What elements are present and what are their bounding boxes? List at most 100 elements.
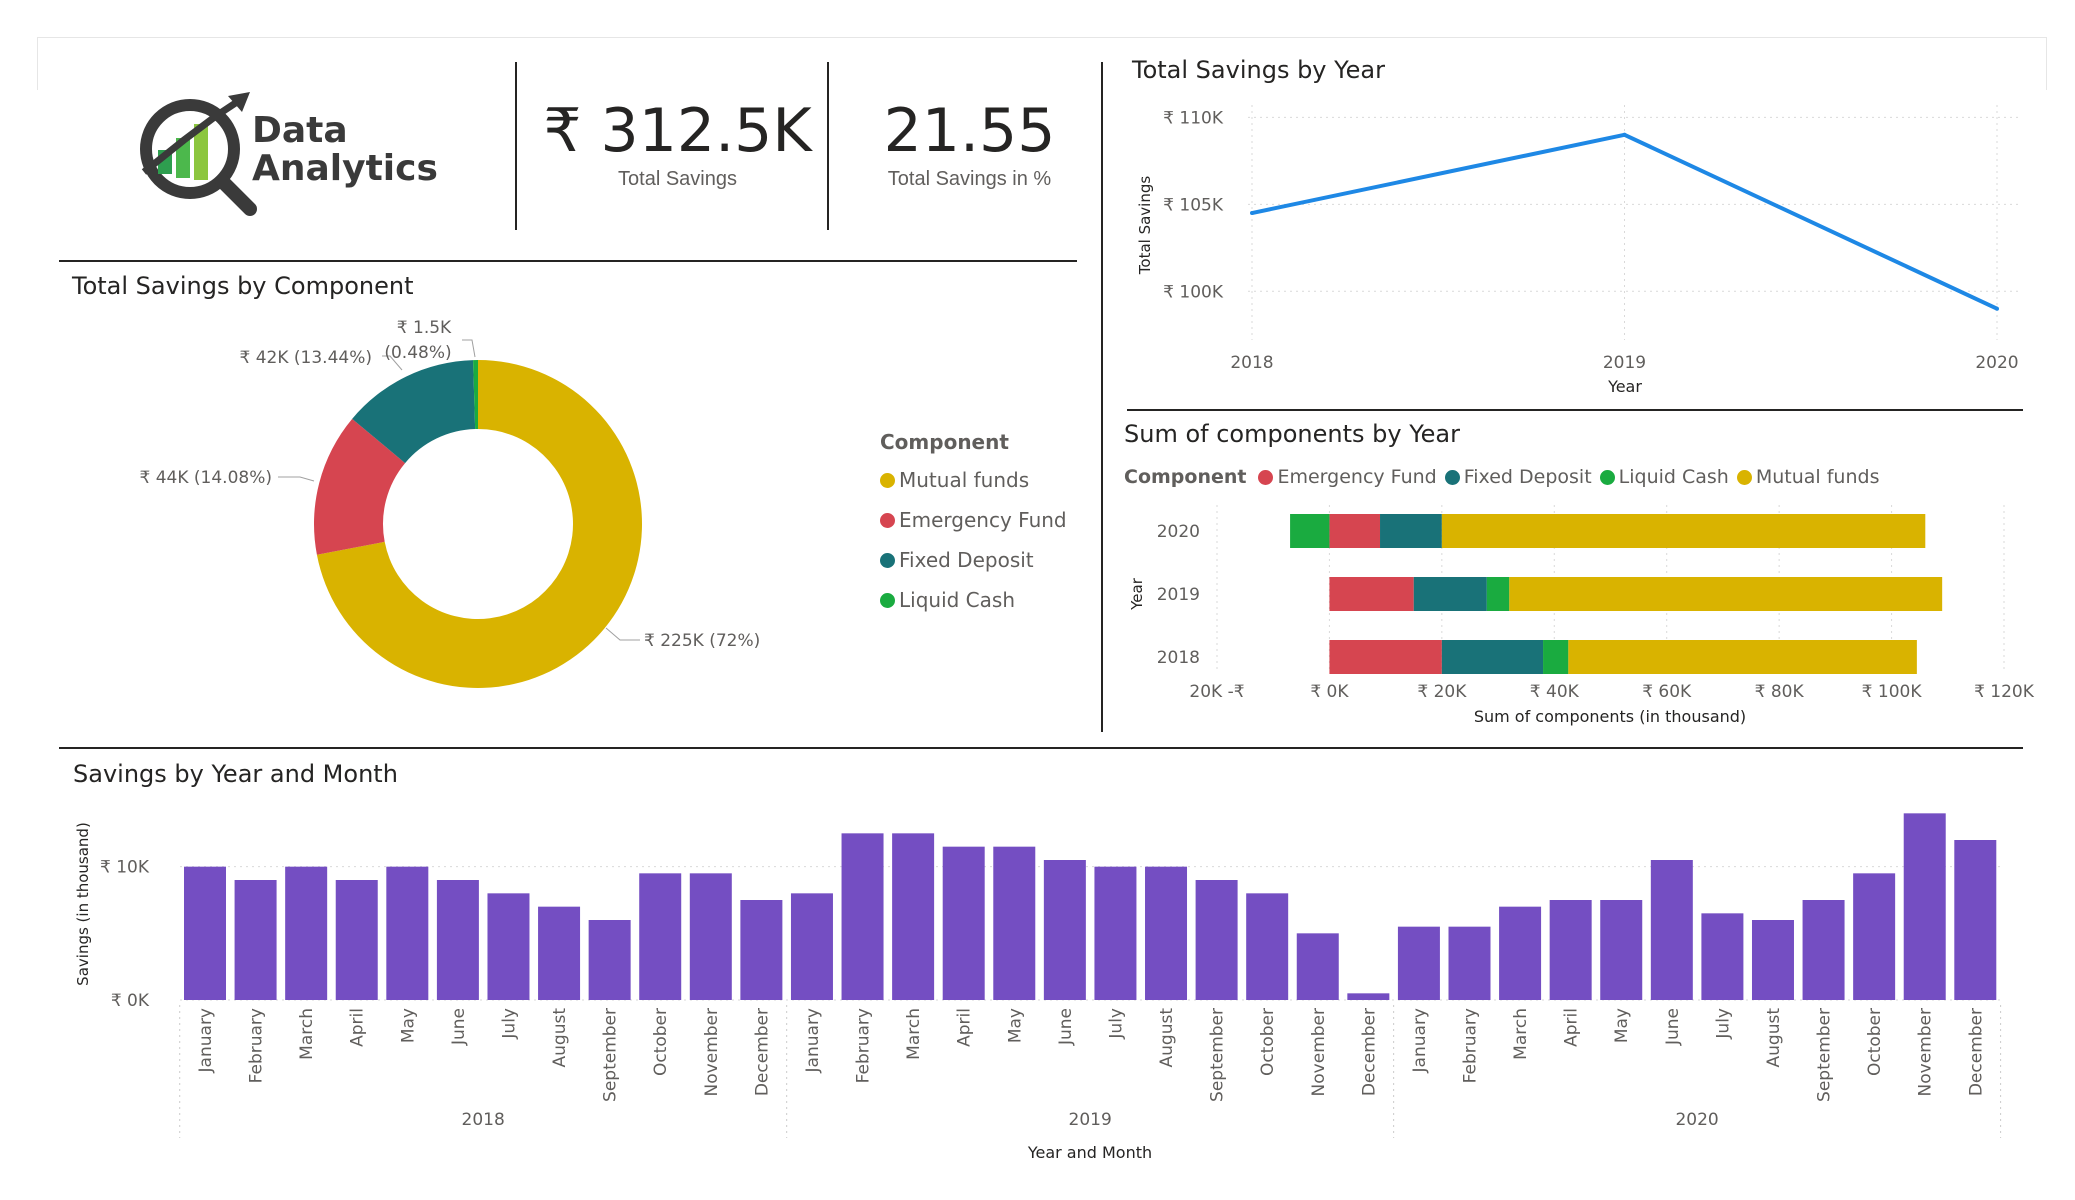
donut-data-label: ₹ 44K (14.08%) [140, 468, 273, 488]
line-chart-svg: ₹ 100K ₹ 105K ₹ 110K 2018 2019 2020 Year Total … [1136, 105, 2020, 396]
monthly-month-label: March [904, 1008, 924, 1060]
stacked-chart-svg: 20K -₹ ₹ 0K ₹ 20K ₹ 40K ₹ 60K ₹ 80K ₹ 100K ₹ 12… [1128, 505, 2035, 726]
donut-data-label: ₹ 225K (72%) [644, 631, 760, 651]
donut-slice-emergency-fund [314, 418, 406, 555]
separator-vertical [1101, 62, 1103, 732]
kpi-total-savings-value: ₹ 312.5K [543, 96, 812, 166]
legend-dot [880, 472, 895, 488]
kpi-total-savings-label: Total Savings [618, 168, 737, 190]
monthly-year-label: 2018 [462, 1110, 505, 1130]
monthly-month-label: December [1359, 1008, 1379, 1096]
stacked-ytick-label: 2018 [1157, 648, 1200, 668]
monthly-month-label: September [1208, 1008, 1228, 1102]
stacked-bar-liquid-cash [1543, 640, 1569, 674]
monthly-month-label: November [1916, 1008, 1936, 1096]
legend-label: Fixed Deposit [899, 548, 1034, 572]
stacked-bar-emergency-fund [1329, 640, 1442, 674]
monthly-bar [1094, 866, 1137, 1000]
monthly-bar [436, 880, 479, 1000]
monthly-bar [1549, 900, 1592, 1000]
monthly-bar [1043, 860, 1086, 1000]
monthly-ytick-label: ₹ 0K [111, 991, 150, 1011]
legend-item-mutual-funds[interactable]: Mutual funds [1736, 466, 1879, 488]
monthly-month-label: June [1663, 1008, 1683, 1046]
monthly-month-label: October [1865, 1008, 1885, 1076]
separator-bottom [59, 747, 2023, 749]
monthly-month-label: January [803, 1008, 823, 1073]
stacked-xtick-label: ₹ 100K [1862, 682, 1923, 702]
logo-text-line2: Analytics [252, 148, 438, 189]
stacked-ytick-label: 2019 [1157, 585, 1200, 605]
donut-data-label: ₹ 1.5K [397, 318, 452, 338]
line-chart: ₹ 100K ₹ 105K ₹ 110K 2018 2019 2020 Year Total … [0, 0, 2075, 420]
monthly-bar [386, 866, 429, 1000]
stacked-bar-fixed-deposit [1413, 577, 1487, 611]
line-xtick-label: 2020 [1975, 353, 2018, 373]
kpi-savings-percent: 21.55 Total Savings in % [832, 96, 1107, 191]
monthly-bar [689, 873, 732, 1000]
monthly-bar [1600, 900, 1643, 1000]
monthly-bar [841, 833, 884, 1000]
logo-text-line1: Data [252, 110, 348, 151]
legend-label: Fixed Deposit [1463, 466, 1592, 488]
monthly-month-label: February [247, 1008, 267, 1083]
legend-item-emergency-fund[interactable]: Emergency Fund [880, 500, 1067, 540]
legend-item-liquid-cash[interactable]: Liquid Cash [1599, 466, 1729, 488]
monthly-month-label: December [752, 1008, 772, 1096]
monthly-month-label: July [1106, 1008, 1126, 1040]
stacked-bar-fixed-deposit [1441, 640, 1544, 674]
stacked-xtick-label: ₹ 60K [1642, 682, 1692, 702]
monthly-month-label: November [702, 1008, 722, 1096]
monthly-month-label: November [1309, 1008, 1329, 1096]
monthly-bar [639, 873, 682, 1000]
monthly-month-label: May [398, 1008, 418, 1043]
monthly-bar [1751, 920, 1794, 1000]
donut-slice-mutual-funds [316, 360, 642, 688]
monthly-bar [1701, 913, 1744, 1000]
monthly-bar [184, 866, 226, 1000]
legend-item-fixed-deposit[interactable]: Fixed Deposit [880, 540, 1067, 580]
legend-dot [880, 592, 895, 608]
stacked-legend-title: Component [1124, 466, 1247, 488]
stacked-chart: 20K -₹ ₹ 0K ₹ 20K ₹ 40K ₹ 60K ₹ 80K ₹ 100K ₹ 12… [1128, 505, 2035, 726]
monthly-bar [993, 846, 1036, 1000]
stacked-xtick-label: ₹ 20K [1417, 682, 1467, 702]
legend-dot [880, 552, 895, 568]
monthly-y-axis-label: Savings (in thousand) [74, 822, 92, 986]
monthly-bar [1903, 813, 1946, 1000]
stacked-chart-title: Sum of components by Year [1124, 420, 1460, 448]
legend-item-mutual-funds[interactable]: Mutual funds [880, 460, 1067, 500]
monthly-bar [1347, 993, 1390, 1000]
monthly-bar [1448, 926, 1491, 1000]
monthly-month-label: October [1258, 1008, 1278, 1076]
legend-item-liquid-cash[interactable]: Liquid Cash [880, 580, 1067, 620]
monthly-month-label: June [1056, 1008, 1076, 1046]
stacked-bar-fixed-deposit [1380, 514, 1442, 548]
monthly-bar [234, 880, 277, 1000]
stacked-bar-emergency-fund [1329, 577, 1414, 611]
line-ytick-label: ₹ 110K [1163, 108, 1224, 128]
donut-legend: Component Mutual funds Emergency Fund Fi… [880, 430, 1067, 620]
legend-label: Emergency Fund [1277, 466, 1437, 488]
legend-item-emergency-fund[interactable]: Emergency Fund [1258, 466, 1437, 488]
legend-label: Mutual funds [899, 468, 1030, 492]
logo-icon [140, 92, 257, 216]
line-point [1622, 132, 1627, 137]
stacked-ytick-label: 2020 [1157, 522, 1200, 542]
line-xtick-label: 2018 [1230, 353, 1273, 373]
legend-item-fixed-deposit[interactable]: Fixed Deposit [1444, 466, 1592, 488]
kpi-savings-percent-value: 21.55 [883, 96, 1056, 166]
monthly-month-label: October [651, 1008, 671, 1076]
stacked-bar-mutual-funds [1509, 577, 1943, 611]
line-ytick-label: ₹ 100K [1163, 282, 1224, 302]
monthly-month-label: September [1815, 1008, 1835, 1102]
logo: Data Analytics [128, 86, 448, 226]
separator-top-left [59, 260, 1077, 262]
monthly-month-label: May [1005, 1008, 1025, 1043]
monthly-month-label: July [1713, 1008, 1733, 1040]
stacked-y-axis-label: Year [1128, 577, 1146, 611]
monthly-month-label: August [550, 1008, 570, 1068]
monthly-bar [1853, 873, 1896, 1000]
